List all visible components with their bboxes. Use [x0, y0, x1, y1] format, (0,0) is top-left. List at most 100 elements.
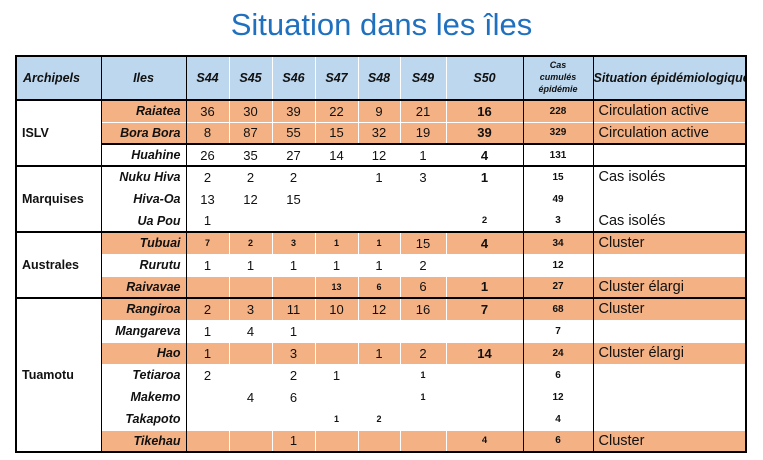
- col-header-archipels: Archipels: [16, 56, 101, 101]
- island-name: Huahine: [100, 143, 186, 166]
- cases-s48: [357, 187, 400, 210]
- cases-s48: [357, 429, 400, 452]
- cases-s46: 3: [271, 231, 315, 254]
- island-name: Tubuai: [100, 231, 186, 254]
- cases-s49: 2: [399, 341, 446, 364]
- table-row: Raivavae 13 6 6 1 27 Cluster élargi: [16, 275, 746, 298]
- situation-label: Cluster: [592, 297, 746, 320]
- cases-s44: 1: [185, 319, 229, 342]
- cases-s48: 1: [357, 231, 400, 254]
- cases-s44: 8: [185, 121, 229, 145]
- cases-s46: 6: [271, 385, 315, 408]
- cumulative-cases: 3: [522, 209, 593, 232]
- cases-s45: [228, 429, 272, 452]
- cumulative-cases: 12: [522, 253, 593, 276]
- situation-label: [592, 407, 746, 430]
- situation-label: Cluster: [592, 429, 746, 452]
- island-name: Raivavae: [100, 275, 186, 298]
- col-header-cas-cumules: Cas cumulés épidémie: [522, 56, 593, 101]
- cases-s48: 1: [357, 165, 400, 188]
- cases-s44: [185, 385, 229, 408]
- cases-s45: 35: [228, 143, 272, 166]
- cases-s49: 19: [399, 121, 446, 145]
- cumulative-cases: 4: [522, 407, 593, 430]
- col-header-s47: S47: [314, 56, 358, 101]
- cases-s45: 87: [228, 121, 272, 145]
- table-row: Hao 1 3 1 2 14 24 Cluster élargi: [16, 341, 746, 364]
- cases-s50: 4: [445, 143, 523, 166]
- archipel-label-marquises: Marquises: [16, 165, 101, 232]
- cases-s47: 1: [314, 253, 358, 276]
- col-header-s46: S46: [271, 56, 315, 101]
- cases-s50: 14: [445, 341, 523, 364]
- cases-s50: [445, 363, 523, 386]
- situation-label: Circulation active: [592, 121, 746, 145]
- cases-s46: 1: [271, 319, 315, 342]
- cases-s45: [228, 341, 272, 364]
- cases-s49: 1: [399, 143, 446, 166]
- col-header-situation: Situation épidémiologique: [592, 56, 746, 101]
- cumulative-cases: 6: [522, 429, 593, 452]
- cases-s45: 1: [228, 253, 272, 276]
- situation-label: Cluster élargi: [592, 275, 746, 298]
- cases-s49: 2: [399, 253, 446, 276]
- cases-s46: [271, 275, 315, 298]
- cases-s49: [399, 187, 446, 210]
- cases-s49: 1: [399, 363, 446, 386]
- cases-s44: 13: [185, 187, 229, 210]
- cases-s46: [271, 407, 315, 430]
- island-name: Nuku Hiva: [100, 165, 186, 188]
- island-name: Hao: [100, 341, 186, 364]
- table-row: Tetiaroa 2 2 1 1 6: [16, 363, 746, 386]
- cases-s50: [445, 187, 523, 210]
- cumulative-cases: 24: [522, 341, 593, 364]
- islands-table: Archipels Iles S44 S45 S46 S47 S48 S49 S50 Cas …: [15, 55, 747, 453]
- cases-s50: 2: [445, 209, 523, 232]
- cumulative-cases: 6: [522, 363, 593, 386]
- cases-s49: [399, 209, 446, 232]
- table-row: Australes Tubuai 7 2 3 1 1 15 4 34 Cluster: [16, 231, 746, 298]
- island-name: Tikehau: [100, 429, 186, 452]
- cumulative-cases: 228: [522, 99, 593, 122]
- cases-s47: 1: [314, 407, 358, 430]
- table-row: Ua Pou 1 2 3 Cas isolés: [16, 209, 746, 232]
- table-row: Hiva-Oa 13 12 15 49: [16, 187, 746, 210]
- cases-s47: 1: [314, 231, 358, 254]
- cases-s49: [399, 319, 446, 342]
- cases-s50: 4: [445, 231, 523, 254]
- situation-label: [592, 253, 746, 276]
- archipel-label-tuamotu: Tuamotu: [16, 297, 101, 452]
- situation-label: Circulation active: [592, 99, 746, 122]
- cases-s44: 26: [185, 143, 229, 166]
- cases-s49: 1: [399, 385, 446, 408]
- cases-s44: 2: [185, 297, 229, 320]
- cumulative-cases: 12: [522, 385, 593, 408]
- cases-s45: 2: [228, 231, 272, 254]
- cases-s44: 2: [185, 165, 229, 188]
- cases-s44: 1: [185, 209, 229, 232]
- island-name: Rangiroa: [100, 297, 186, 320]
- cases-s50: [445, 319, 523, 342]
- cases-s49: 21: [399, 99, 446, 122]
- cumulative-cases: 34: [522, 231, 593, 254]
- table-row: Tuamotu Rangiroa 2 3 11 10 12 16 7 68 Cluster: [16, 297, 746, 452]
- col-header-s44: S44: [185, 56, 229, 101]
- cases-s47: 15: [314, 121, 358, 145]
- col-header-iles: Iles: [100, 56, 186, 101]
- cases-s47: 22: [314, 99, 358, 122]
- cases-s44: [185, 407, 229, 430]
- cases-s49: [399, 429, 446, 452]
- cases-s45: 2: [228, 165, 272, 188]
- cases-s49: 16: [399, 297, 446, 320]
- table-row: Takapoto 1 2 4: [16, 407, 746, 430]
- cases-s49: [399, 407, 446, 430]
- cases-s46: 39: [271, 99, 315, 122]
- cases-s45: [228, 275, 272, 298]
- page-title: Situation dans les îles: [230, 7, 533, 42]
- col-header-s50: S50: [445, 56, 523, 101]
- cases-s46: 1: [271, 429, 315, 452]
- cases-s50: 16: [445, 99, 523, 122]
- situation-label: Cas isolés: [592, 165, 746, 188]
- cases-s45: [228, 209, 272, 232]
- cases-s48: 1: [357, 253, 400, 276]
